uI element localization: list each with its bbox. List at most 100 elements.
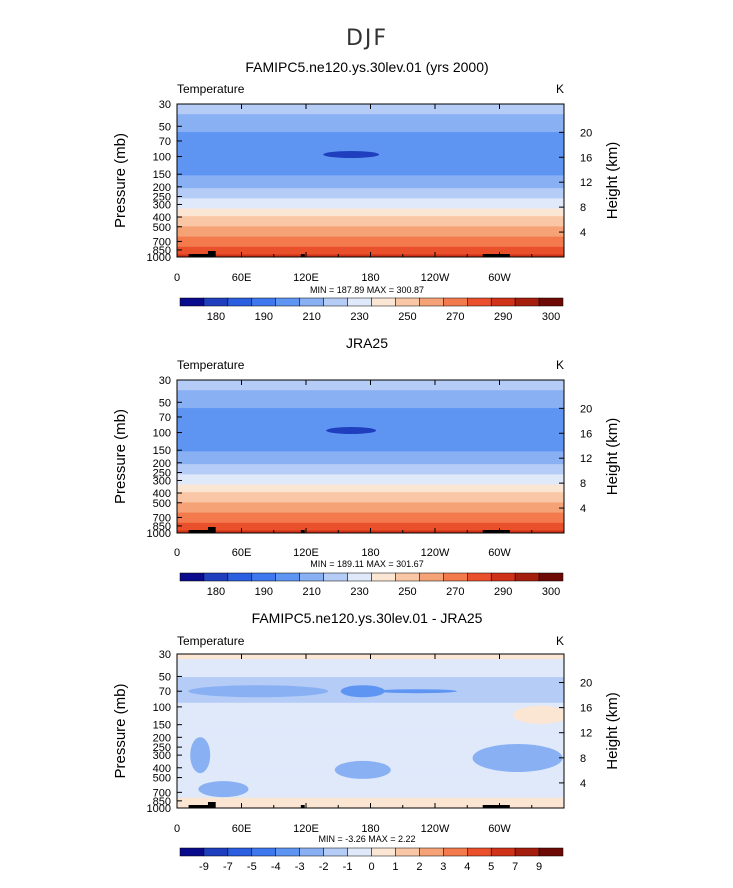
- y-tick-label: 150: [153, 445, 171, 457]
- contour-band: [177, 433, 564, 437]
- contour-band: [177, 111, 564, 115]
- diff-patch: [198, 781, 249, 798]
- contour-band: [177, 425, 564, 430]
- height-tick-label: 4: [580, 778, 586, 790]
- colorbar-label: 210: [302, 586, 320, 598]
- colorbar-box: [347, 572, 372, 582]
- contour-band: [177, 669, 564, 673]
- colorbar-box: [251, 847, 276, 857]
- chart-title: FAMIPC5.ne120.ys.30lev.01 - JRA25: [252, 610, 483, 626]
- contour-band: [177, 476, 564, 481]
- colorbar: 180 190 210 230 250 270 290 300: [179, 297, 564, 323]
- contour-band: [177, 456, 564, 460]
- contour-band: [177, 479, 564, 483]
- contour-band: [177, 441, 564, 445]
- topography: [188, 527, 510, 533]
- contour-band: [177, 738, 564, 742]
- chart-panel: FAMIPC5.ne120.ys.30lev.01 - JRA25 Tempera…: [112, 610, 621, 873]
- diff-patch: [512, 705, 564, 724]
- contour-band: [177, 246, 564, 250]
- height-tick-label: 12: [580, 453, 592, 465]
- contour-band: [177, 139, 564, 143]
- contour-band: [177, 741, 564, 745]
- contour-band: [177, 208, 564, 212]
- x-tick-label: 60W: [488, 547, 511, 559]
- contour-band: [177, 114, 564, 118]
- contour-band: [177, 469, 564, 473]
- colorbar-box: [395, 572, 420, 582]
- contour-band: [177, 484, 564, 488]
- contour-band: [177, 236, 564, 240]
- contour-band: [177, 137, 564, 141]
- contour-band: [177, 188, 564, 192]
- contour-band: [177, 674, 564, 678]
- diff-patch: [376, 689, 457, 694]
- contour-band: [177, 659, 564, 663]
- colorbar-label: 0: [368, 861, 374, 873]
- colorbar-box: [323, 572, 348, 582]
- contour-band: [177, 147, 564, 151]
- y-tick-label: 50: [159, 671, 171, 683]
- topography-bar: [482, 254, 510, 257]
- y-axis-label: Pressure (mb): [112, 133, 129, 228]
- contour-band: [177, 707, 564, 712]
- y-tick-label: 300: [153, 750, 171, 762]
- min-max-text: MIN = 187.89 MAX = 300.87: [310, 285, 424, 295]
- contour-band: [177, 666, 564, 670]
- y-tick-label: 400: [153, 212, 171, 224]
- y-tick-label: 700: [153, 787, 171, 799]
- contour-band: [177, 157, 564, 161]
- contour-band: [177, 787, 564, 791]
- contour-band: [177, 507, 564, 511]
- contour-band: [177, 405, 564, 409]
- height-tick-label: 20: [580, 127, 592, 139]
- contour-band: [177, 121, 564, 125]
- y-tick-label: 30: [159, 649, 171, 661]
- colorbar-label: -3: [295, 861, 305, 873]
- y-tick-label: 50: [159, 397, 171, 409]
- height-tick-label: 16: [580, 428, 592, 440]
- contour-band: [177, 395, 564, 399]
- contour-band: [177, 443, 564, 447]
- height-tick-label: 12: [580, 177, 592, 189]
- contour-band: [177, 408, 564, 412]
- colorbar-label: 270: [446, 586, 464, 598]
- y-tick-label: 100: [153, 152, 171, 164]
- topography: [188, 251, 510, 257]
- contour-band: [177, 216, 564, 220]
- colorbar: 180 190 210 230 250 270 290 300: [179, 572, 564, 598]
- contour-band: [177, 175, 564, 179]
- contour-band: [177, 415, 564, 419]
- x-tick-label: 60W: [488, 823, 511, 835]
- contour-band: [177, 203, 564, 207]
- y-tick-label: 850: [153, 245, 171, 257]
- contour-band: [177, 779, 564, 783]
- colorbar-box: [299, 297, 324, 307]
- diff-patch: [190, 737, 211, 774]
- contour-band: [177, 400, 564, 404]
- contour-band: [177, 728, 564, 732]
- colorbar-box: [323, 297, 348, 307]
- colorbar-box: [323, 847, 348, 857]
- contour-field: [177, 380, 564, 533]
- colorbar-box: [419, 847, 444, 857]
- contour-band: [177, 241, 564, 245]
- contour-band: [177, 748, 564, 753]
- contour-band: [177, 795, 564, 799]
- contour-band: [177, 423, 564, 427]
- contour-band: [177, 522, 564, 526]
- contour-band: [177, 397, 564, 401]
- y-tick-label: 850: [153, 796, 171, 808]
- contour-band: [177, 718, 564, 722]
- colorbar-box: [179, 847, 205, 857]
- contour-field: [177, 654, 564, 808]
- y-tick-label: 150: [153, 720, 171, 732]
- contour-band: [177, 515, 564, 519]
- contour-band: [177, 736, 564, 740]
- left-string: Temperature: [177, 634, 245, 648]
- right-string: K: [556, 82, 564, 96]
- colorbar-label: -2: [319, 861, 329, 873]
- contour-band: [177, 499, 564, 503]
- colorbar-label: 7: [512, 861, 518, 873]
- y-tick-label: 100: [153, 428, 171, 440]
